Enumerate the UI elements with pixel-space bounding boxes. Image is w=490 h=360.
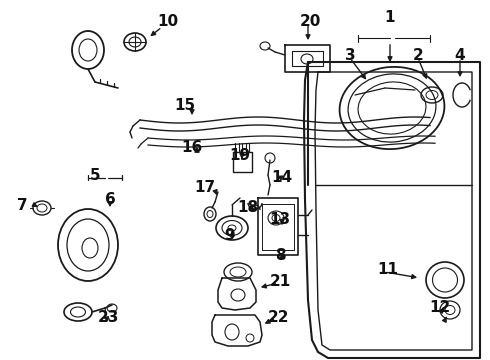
Text: 14: 14 [271, 171, 293, 185]
Text: 4: 4 [455, 48, 466, 63]
Text: 20: 20 [299, 14, 320, 30]
Text: 17: 17 [195, 180, 216, 195]
Text: 9: 9 [225, 228, 235, 243]
Text: 7: 7 [17, 198, 27, 212]
Text: 12: 12 [429, 301, 451, 315]
Text: 6: 6 [105, 193, 115, 207]
Text: 23: 23 [98, 310, 119, 325]
Text: 19: 19 [229, 148, 250, 162]
Text: 8: 8 [275, 248, 285, 262]
Text: 10: 10 [157, 14, 178, 30]
Text: 5: 5 [90, 167, 100, 183]
Text: 2: 2 [413, 48, 423, 63]
Text: 18: 18 [238, 201, 259, 216]
Text: 21: 21 [270, 274, 291, 289]
Text: 22: 22 [267, 310, 289, 325]
Text: 15: 15 [174, 98, 196, 112]
Text: 11: 11 [377, 262, 398, 278]
Text: 1: 1 [385, 10, 395, 26]
Text: 13: 13 [270, 212, 291, 228]
Text: 3: 3 [344, 48, 355, 63]
Text: 16: 16 [181, 140, 203, 156]
